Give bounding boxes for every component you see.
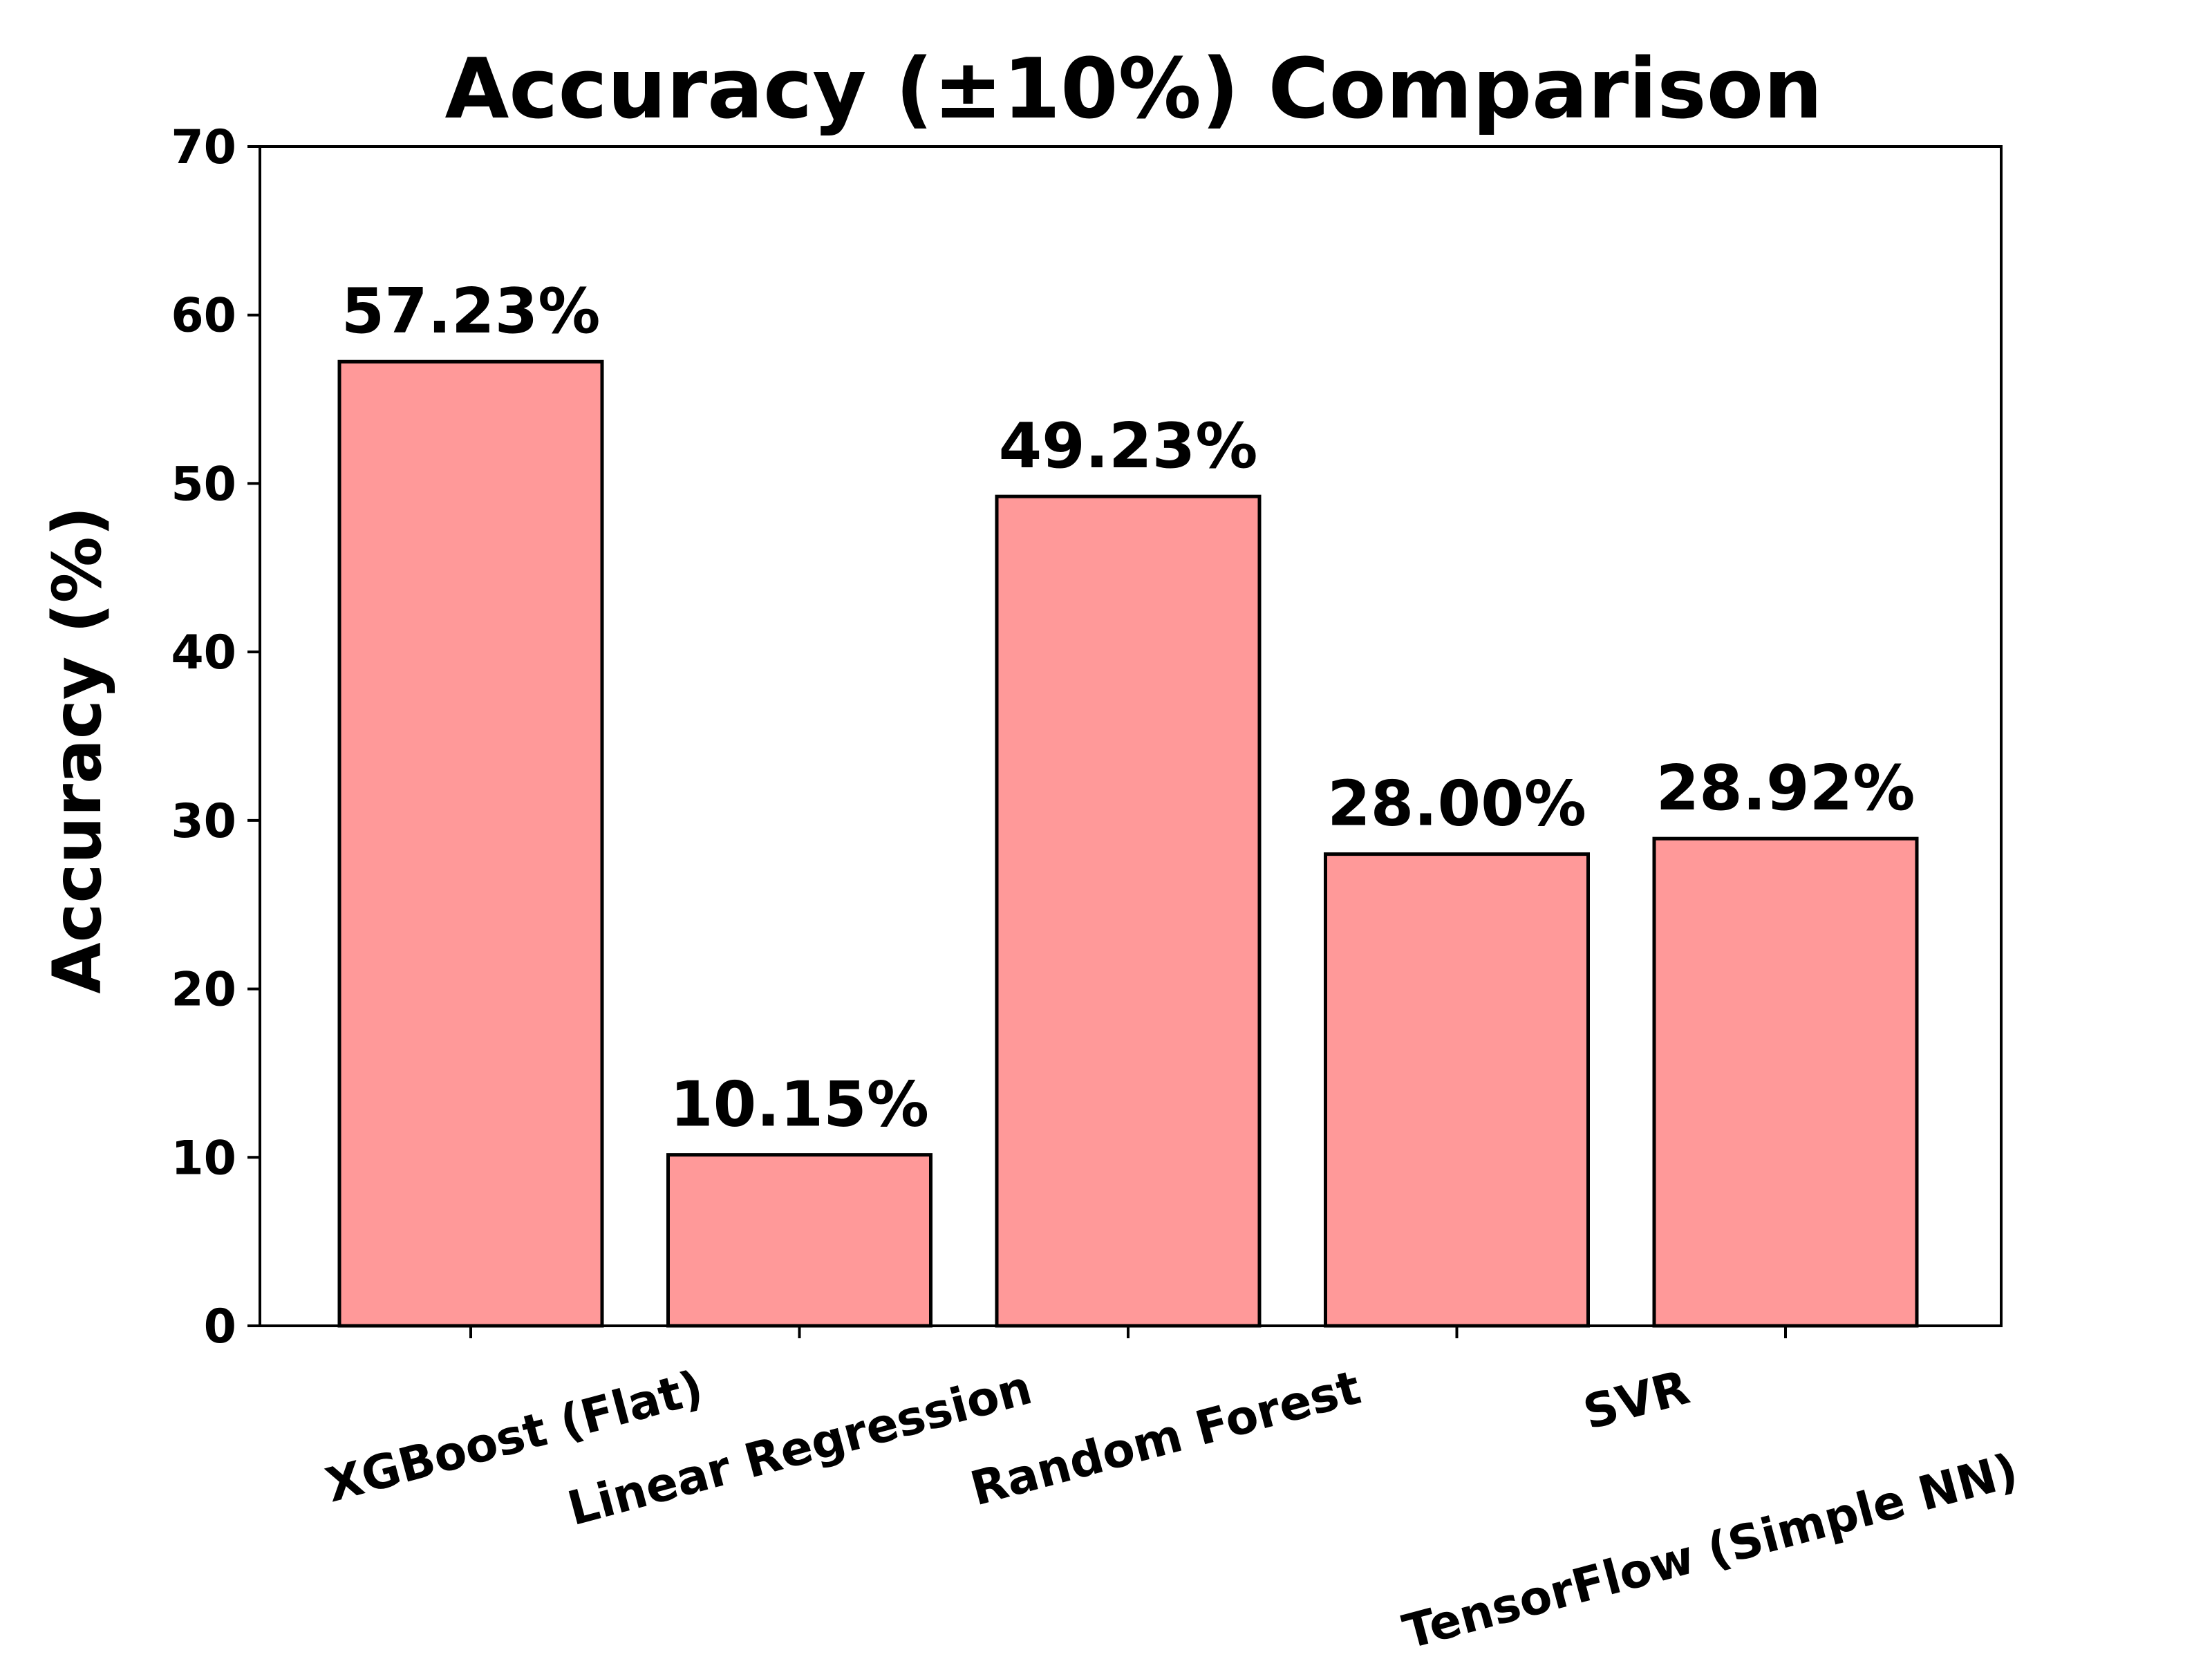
chart-title: Accuracy (±10%) Comparison <box>444 41 1822 138</box>
y-axis-label: Accuracy (%) <box>39 506 116 993</box>
y-tick-label: 60 <box>171 289 236 344</box>
plot-frame <box>259 145 2003 1327</box>
bar <box>666 1153 932 1328</box>
bar <box>337 359 604 1328</box>
bar-value-label: 49.23% <box>999 410 1258 482</box>
bar-value-label: 57.23% <box>341 275 601 348</box>
bar-value-label: 10.15% <box>670 1069 929 1141</box>
x-tick-label: TensorFlow (Simple NN) <box>1398 1443 2024 1659</box>
y-tick-label: 30 <box>171 794 236 849</box>
bar <box>1324 852 1590 1328</box>
y-tick-label: 10 <box>171 1131 236 1185</box>
y-tick-label: 50 <box>171 457 236 512</box>
bar <box>1652 836 1919 1328</box>
y-tick-label: 0 <box>204 1300 236 1354</box>
x-tick-label: SVR <box>1578 1360 1695 1441</box>
bar-value-label: 28.00% <box>1327 768 1586 841</box>
y-tick-label: 40 <box>171 626 236 680</box>
y-tick-label: 70 <box>171 120 236 175</box>
y-tick-label: 20 <box>171 963 236 1018</box>
bar <box>995 494 1262 1328</box>
bar-value-label: 28.92% <box>1656 752 1915 825</box>
